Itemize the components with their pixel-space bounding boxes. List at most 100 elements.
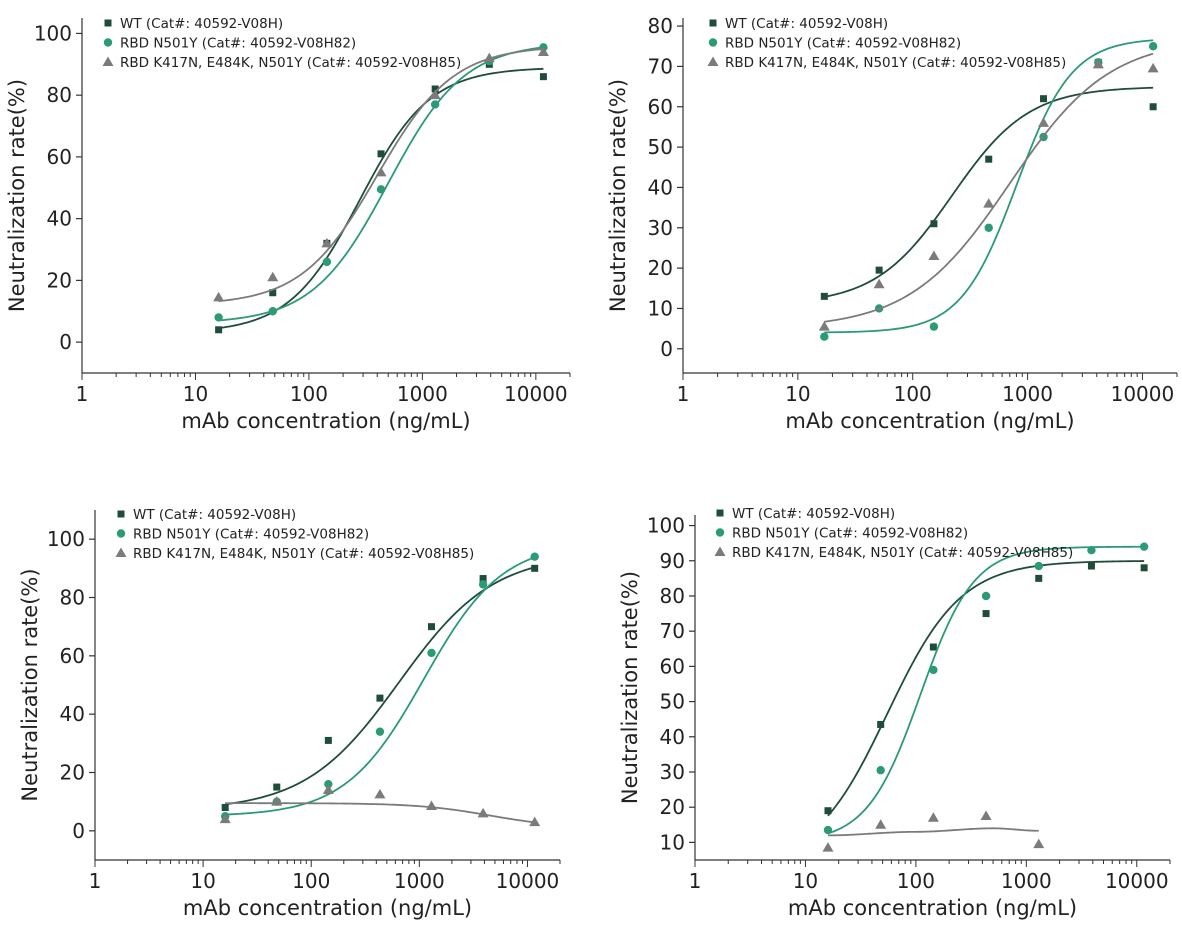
data-point-triple bbox=[537, 46, 549, 56]
legend-label-triple: RBD K417N, E484K, N501Y (Cat#: 40592-V08… bbox=[725, 55, 1066, 71]
data-point-n501y bbox=[375, 727, 385, 736]
chart-top-left-svg: 0 20 40 60 80 100 1 10 100 1000 10000 mAb concentra… bbox=[5, 16, 571, 433]
data-point-triple bbox=[983, 198, 995, 208]
data-point-triple bbox=[267, 271, 279, 282]
data-point-triple bbox=[1147, 62, 1159, 73]
y-tick-label: 20 bbox=[648, 256, 673, 280]
data-point-triple bbox=[1038, 117, 1050, 127]
data-point-wt bbox=[531, 564, 539, 572]
y-tick-label: 40 bbox=[660, 725, 685, 749]
y-tick-label: 60 bbox=[47, 145, 72, 169]
legend-label-n501y: RBD N501Y (Cat#: 40592-V08H82) bbox=[120, 36, 356, 52]
data-point-triple bbox=[873, 278, 885, 289]
y-tick-label: 100 bbox=[647, 514, 685, 538]
data-point-n501y bbox=[530, 552, 539, 561]
data-point-n501y bbox=[268, 307, 277, 316]
x-tick-label: 10 bbox=[190, 869, 215, 893]
data-point-triple bbox=[429, 89, 441, 100]
y-axis-title: Neutralization rate(%) bbox=[606, 79, 630, 312]
x-tick-label: 1000 bbox=[394, 869, 445, 893]
y-axis-title: Neutralization rate(%) bbox=[618, 571, 642, 804]
data-point-wt bbox=[539, 73, 547, 81]
data-point-triple bbox=[477, 807, 489, 818]
data-point-triple bbox=[1092, 58, 1104, 69]
data-point-triple bbox=[213, 291, 225, 302]
data-point-wt bbox=[982, 610, 990, 618]
data-point-wt bbox=[1040, 95, 1048, 103]
x-tick-label: 1000 bbox=[397, 382, 448, 406]
series-n501y bbox=[823, 542, 1149, 835]
y-tick-label: 10 bbox=[660, 830, 685, 854]
data-point-wt bbox=[875, 266, 883, 274]
legend: WT (Cat#: 40592-V08H) RBD N501Y (Cat#: 40… bbox=[707, 16, 1066, 71]
y-tick-label: 0 bbox=[72, 819, 85, 843]
x-tick-label: 100 bbox=[897, 869, 935, 893]
legend-label-wt: WT (Cat#: 40592-V08H) bbox=[133, 507, 296, 523]
data-point-n501y bbox=[820, 332, 829, 341]
legend-label-wt: WT (Cat#: 40592-V08H) bbox=[725, 16, 888, 32]
data-point-wt bbox=[479, 575, 487, 583]
x-tick-label: 10 bbox=[183, 382, 208, 406]
y-tick-label: 40 bbox=[47, 207, 72, 231]
x-tick-label: 100 bbox=[292, 869, 330, 893]
series-wt bbox=[820, 58, 1157, 300]
data-point-triple bbox=[818, 321, 830, 331]
legend-label-n501y: RBD N501Y (Cat#: 40592-V08H82) bbox=[133, 527, 369, 543]
legend-marker-wt bbox=[716, 509, 724, 517]
data-point-wt bbox=[221, 804, 229, 811]
y-tick-label: 20 bbox=[60, 761, 85, 785]
data-point-triple bbox=[375, 166, 387, 177]
fit-curve-triple bbox=[225, 802, 535, 824]
chart-top-right-svg: 0 10 20 30 40 50 60 70 80 1 10 100 1000 10000 mAb conc… bbox=[606, 14, 1178, 433]
data-point-n501y bbox=[929, 322, 939, 331]
y-tick-label: 60 bbox=[60, 644, 85, 668]
legend-label-wt: WT (Cat#: 40592-V08H) bbox=[732, 506, 895, 522]
y-tick-label: 50 bbox=[660, 690, 685, 714]
legend: WT (Cat#: 40592-V08H) RBD N501Y (Cat#: 40… bbox=[714, 506, 1073, 561]
x-tick-label: 1000 bbox=[1001, 869, 1052, 893]
data-point-wt bbox=[324, 736, 332, 744]
y-tick-label: 70 bbox=[660, 619, 685, 643]
data-point-triple bbox=[219, 813, 231, 824]
data-point-triple bbox=[271, 796, 283, 806]
y-tick-label: 30 bbox=[648, 216, 673, 240]
fit-curve-n501y bbox=[218, 46, 544, 322]
x-axis-title: mAb concentration (ng/mL) bbox=[181, 409, 470, 433]
series-triple bbox=[219, 784, 541, 827]
fit-curve-triple bbox=[827, 827, 1039, 837]
legend-marker-wt bbox=[104, 19, 112, 27]
legend-label-n501y: RBD N501Y (Cat#: 40592-V08H82) bbox=[725, 36, 961, 52]
y-tick-label: 0 bbox=[59, 330, 72, 354]
data-point-triple bbox=[822, 842, 834, 852]
data-point-wt bbox=[1140, 564, 1148, 572]
data-point-wt bbox=[820, 292, 828, 300]
data-point-triple bbox=[875, 819, 887, 829]
legend-label-triple: RBD K417N, E484K, N501Y (Cat#: 40592-V08… bbox=[133, 546, 474, 562]
series-wt bbox=[824, 560, 1148, 817]
data-point-wt bbox=[376, 694, 384, 702]
y-tick-label: 20 bbox=[47, 268, 72, 292]
data-point-wt bbox=[431, 85, 439, 93]
data-point-wt bbox=[1149, 103, 1157, 111]
y-tick-label: 0 bbox=[660, 337, 673, 361]
y-tick-label: 90 bbox=[660, 549, 685, 573]
fit-curve-n501y bbox=[824, 39, 1154, 334]
data-point-wt bbox=[215, 326, 223, 334]
data-point-triple bbox=[927, 812, 939, 822]
data-point-wt bbox=[877, 720, 885, 728]
fit-curve-triple bbox=[824, 52, 1154, 323]
data-point-n501y bbox=[876, 766, 885, 775]
data-point-n501y bbox=[324, 779, 333, 789]
legend-label-wt: WT (Cat#: 40592-V08H) bbox=[120, 16, 283, 32]
y-axis-title: Neutralization rate(%) bbox=[18, 568, 42, 801]
legend-marker-wt bbox=[117, 510, 125, 518]
fit-curve-wt bbox=[225, 566, 535, 806]
x-axis-title: mAb concentration (ng/mL) bbox=[785, 409, 1074, 433]
y-tick-label: 40 bbox=[60, 702, 85, 726]
legend-marker-n501y bbox=[715, 528, 725, 537]
legend-marker-wt bbox=[709, 19, 717, 27]
series-n501y bbox=[214, 43, 548, 322]
y-tick-label: 30 bbox=[660, 760, 685, 784]
data-point-triple bbox=[928, 250, 940, 261]
y-tick-label: 80 bbox=[648, 14, 673, 38]
